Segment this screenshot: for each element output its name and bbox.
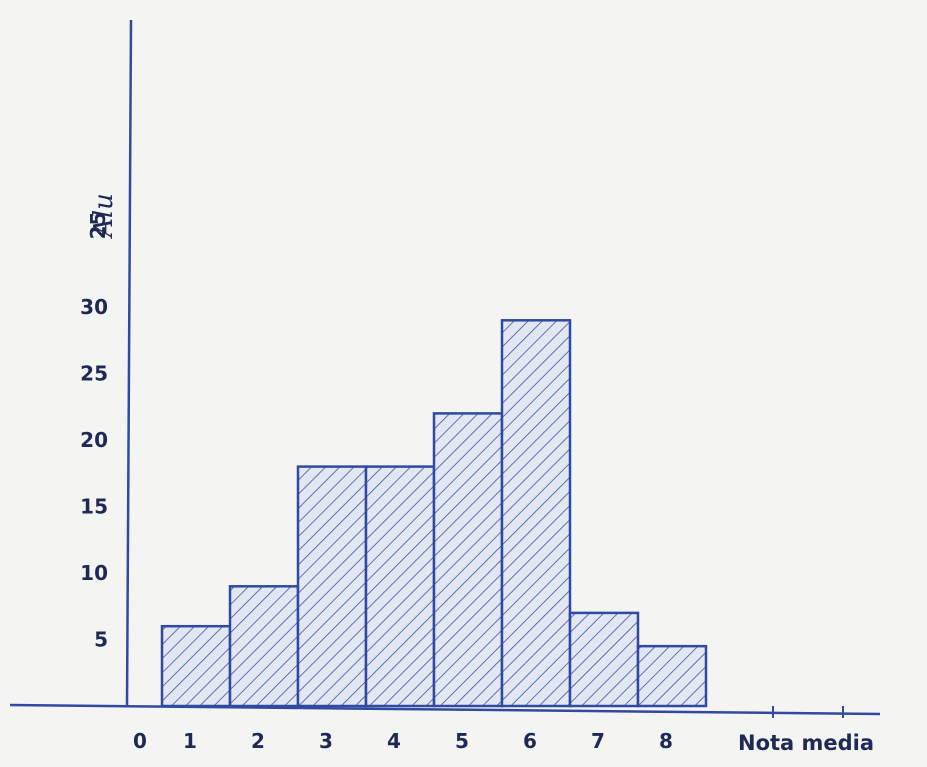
y-axis-title: Alu [89,193,119,239]
y-tick-label-15: 15 [80,495,108,519]
bar-8 [636,644,708,708]
bar-7 [568,611,640,708]
x-origin-label: 0 [133,729,147,753]
bars-group [160,319,708,708]
x-tick-label-3: 3 [319,729,333,753]
y-tick-labels: 5 10 15 20 25 30 25 [80,212,110,652]
bar-6 [500,319,572,708]
x-tick-label-7: 7 [591,729,605,753]
x-tick-label-1: 1 [183,729,197,753]
x-tick-label-6: 6 [523,729,537,753]
y-tick-label-5: 5 [94,628,108,652]
y-tick-label-35: 25 [86,212,110,240]
x-tick-label-2: 2 [251,729,265,753]
x-tick-labels: 1 2 3 4 5 6 7 8 [183,729,673,753]
y-tick-label-25: 25 [80,362,108,386]
bar-2 [228,585,300,708]
x-axis-title: Nota media [738,731,874,755]
x-tick-label-5: 5 [455,729,469,753]
bar-1 [160,624,232,708]
y-axis [125,19,133,707]
bar-5 [432,412,504,708]
bar-3 [296,465,368,708]
x-axis [9,703,881,716]
x-tick-label-4: 4 [387,729,401,753]
y-tick-label-30: 30 [80,295,108,319]
bar-4 [364,465,436,708]
y-tick-label-20: 20 [80,428,108,452]
y-tick-label-10: 10 [80,561,108,585]
x-tick-label-8: 8 [659,729,673,753]
